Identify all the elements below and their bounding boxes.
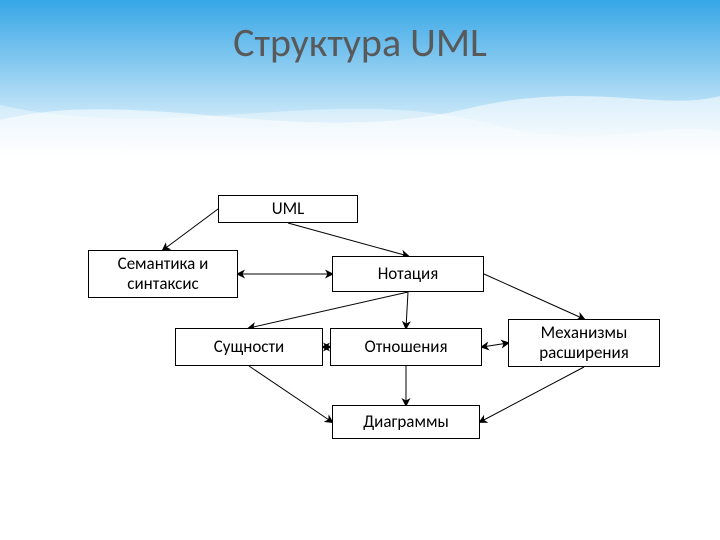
edge-uml-sem [163,209,218,250]
edge-not-rel [406,292,408,328]
edge-ext-dia [480,367,584,422]
slide-header: Структура UML [0,0,720,160]
node-ent: Сущности [175,328,323,366]
edge-not-ent [249,292,408,328]
node-ext: Механизмы расширения [508,319,660,367]
node-sem: Семантика и синтаксис [88,250,238,298]
edge-rel-ext [482,343,508,347]
slide-title: Структура UML [233,18,487,67]
node-uml: UML [218,195,358,223]
node-not: Нотация [332,256,484,292]
node-dia: Диаграммы [332,405,480,439]
edge-uml-not [288,223,408,256]
edge-not-ext [484,274,584,319]
node-rel: Отношения [330,328,482,366]
uml-diagram: UML Семантика и синтаксис НотацияСущностиО… [0,195,720,525]
edge-ent-dia [249,366,332,422]
